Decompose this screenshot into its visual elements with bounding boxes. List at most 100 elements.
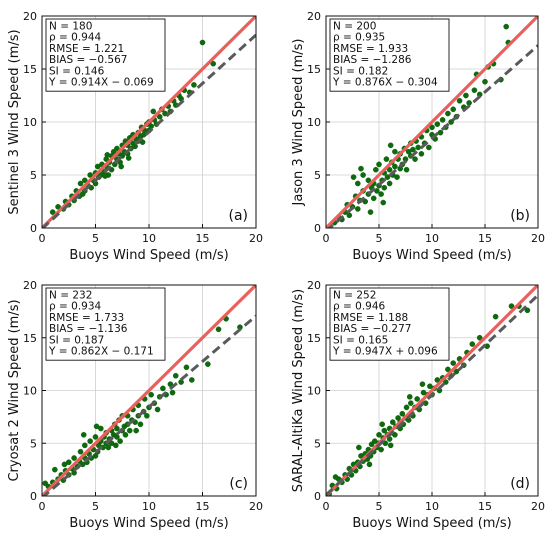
stats-line: ρ = 0.944 — [49, 32, 102, 44]
y-axis-label: Cryosat 2 Wind Speed (m/s) — [7, 299, 22, 481]
y-tick-label: 5 — [30, 437, 37, 450]
data-point — [210, 60, 216, 67]
data-point — [125, 155, 132, 161]
data-point — [503, 23, 510, 30]
y-tick-label: 15 — [307, 63, 321, 76]
data-point — [137, 421, 144, 428]
data-point — [114, 425, 120, 432]
x-tick-label: 15 — [196, 500, 210, 513]
data-point — [87, 438, 93, 444]
stats-line: Y = 0.862X − 0.171 — [48, 346, 154, 358]
data-point — [415, 144, 422, 151]
data-point — [71, 469, 77, 476]
data-point — [52, 466, 58, 473]
y-tick-label: 0 — [314, 222, 321, 235]
x-tick-label: 5 — [376, 500, 383, 513]
stats-line: BIAS = −1.136 — [49, 323, 128, 335]
data-point — [410, 146, 416, 153]
data-point — [365, 177, 372, 184]
data-point — [148, 391, 154, 398]
data-point — [367, 209, 374, 215]
stats-line: Y = 0.914X − 0.069 — [48, 77, 154, 89]
x-tick-label: 15 — [196, 232, 210, 245]
data-point — [77, 448, 84, 455]
data-point — [102, 173, 108, 179]
x-tick-label: 0 — [323, 500, 330, 513]
stats-box — [45, 18, 166, 92]
stats-line: Y = 0.947X + 0.096 — [332, 346, 438, 358]
data-point — [122, 432, 129, 438]
data-point — [82, 177, 88, 184]
x-tick-label: 0 — [39, 500, 46, 513]
y-tick-label: 5 — [314, 437, 321, 450]
data-point — [373, 166, 379, 173]
panel-tag: (d) — [510, 476, 530, 492]
data-point — [71, 455, 77, 461]
y-axis-label: Jason 3 Wind Speed (m/s) — [291, 39, 306, 207]
stats-line: SI = 0.182 — [333, 65, 388, 77]
x-axis-label: Buoys Wind Speed (m/s) — [352, 248, 511, 263]
data-point — [399, 410, 406, 417]
x-tick-label: 20 — [531, 500, 545, 513]
y-tick-label: 10 — [307, 385, 321, 398]
x-tick-label: 0 — [323, 232, 330, 245]
y-tick-label: 20 — [23, 10, 37, 23]
data-point — [387, 442, 394, 449]
x-tick-label: 10 — [425, 500, 439, 513]
data-point — [156, 113, 163, 120]
data-point — [386, 166, 393, 173]
data-point — [126, 427, 133, 434]
data-point — [392, 163, 398, 170]
data-point — [356, 444, 362, 451]
stats-line: BIAS = −0.567 — [49, 54, 127, 66]
data-point — [383, 156, 390, 162]
data-point — [445, 366, 451, 373]
data-point — [117, 438, 123, 444]
stats-box — [45, 287, 166, 361]
x-tick-label: 20 — [531, 232, 545, 245]
stats-line: BIAS = −0.277 — [333, 323, 411, 335]
data-point — [191, 82, 197, 88]
x-tick-label: 5 — [376, 232, 383, 245]
data-point — [482, 78, 488, 85]
x-tick-label: 15 — [478, 500, 492, 513]
x-axis-label: Buoys Wind Speed (m/s) — [69, 516, 228, 531]
data-point — [378, 446, 384, 453]
data-point — [150, 108, 157, 115]
data-point — [350, 174, 357, 180]
data-point — [183, 364, 190, 371]
stats-box — [329, 18, 450, 92]
y-tick-label: 15 — [307, 332, 321, 345]
stats-line: N = 200 — [333, 21, 376, 33]
data-point — [426, 144, 432, 151]
x-axis-label: Buoys Wind Speed (m/s) — [69, 248, 228, 263]
data-point — [386, 180, 393, 187]
data-point — [414, 396, 420, 402]
data-point — [79, 191, 86, 197]
data-point — [524, 307, 531, 314]
x-tick-label: 10 — [142, 232, 156, 245]
stats-line: RMSE = 1.221 — [49, 43, 124, 55]
y-tick-label: 0 — [314, 490, 321, 503]
stats-line: SI = 0.187 — [49, 334, 104, 346]
data-point — [87, 172, 93, 178]
data-point — [354, 180, 361, 187]
stats-line: N = 180 — [49, 21, 92, 33]
x-tick-label: 20 — [249, 500, 263, 513]
regression-line — [42, 33, 256, 228]
regression-line — [42, 314, 256, 496]
data-point — [403, 404, 410, 411]
x-tick-label: 5 — [92, 500, 99, 513]
data-point — [419, 381, 426, 387]
y-tick-label: 20 — [23, 279, 37, 292]
identity-line — [42, 16, 256, 228]
data-point — [92, 434, 99, 440]
data-point — [403, 166, 410, 173]
data-point — [434, 377, 441, 383]
data-point — [384, 174, 391, 180]
y-tick-label: 15 — [23, 332, 37, 345]
panel-tag: (a) — [228, 208, 248, 224]
